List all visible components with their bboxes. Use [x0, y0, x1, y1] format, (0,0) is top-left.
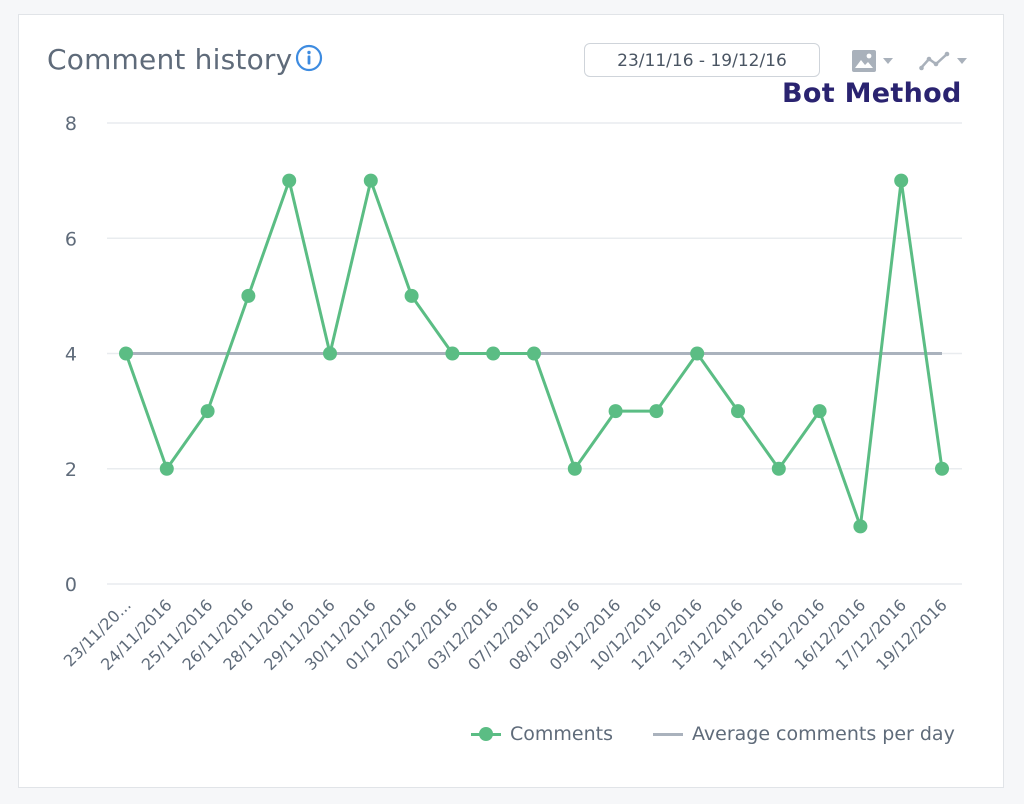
date-range-picker[interactable]: 23/11/16 - 19/12/16: [584, 43, 820, 77]
legend-label-comments: Comments: [510, 723, 613, 745]
info-icon[interactable]: [295, 44, 323, 72]
comments-point[interactable]: [527, 346, 541, 361]
comments-point[interactable]: [486, 346, 501, 361]
comments-swatch: [471, 724, 501, 744]
comments-point[interactable]: [567, 461, 582, 476]
legend-item-comments[interactable]: Comments: [471, 723, 613, 745]
comments-point[interactable]: [731, 404, 745, 419]
line-chart-icon: [919, 51, 950, 71]
y-tick-label: 8: [65, 113, 77, 135]
watermark-text: Bot Method: [782, 78, 962, 109]
legend-label-average: Average comments per day: [692, 723, 955, 745]
chevron-down-icon: [957, 58, 967, 64]
comments-point[interactable]: [935, 461, 949, 476]
comments-point[interactable]: [853, 519, 868, 534]
comments-point[interactable]: [649, 404, 664, 419]
chart-card: Comment history 23/11/16 - 19/12/16 Bot …: [18, 14, 1004, 788]
chevron-down-icon: [883, 58, 893, 64]
comments-point[interactable]: [812, 404, 827, 419]
comments-point[interactable]: [404, 288, 419, 303]
comments-point[interactable]: [159, 461, 174, 476]
comments-point[interactable]: [282, 173, 297, 188]
comments-point[interactable]: [771, 461, 786, 476]
chart-legend: Comments Average comments per day: [19, 723, 1005, 753]
comments-point[interactable]: [241, 288, 256, 303]
chart-title: Comment history: [47, 43, 293, 76]
y-tick-label: 4: [65, 344, 77, 366]
legend-item-average[interactable]: Average comments per day: [653, 723, 955, 745]
average-swatch: [653, 724, 683, 744]
comments-point[interactable]: [200, 404, 215, 419]
line-chart: 0246823/11/20...24/11/201625/11/201626/1…: [60, 113, 962, 674]
image-export-button[interactable]: [851, 47, 893, 75]
y-tick-label: 6: [65, 228, 77, 250]
comments-point[interactable]: [363, 173, 378, 188]
comments-point[interactable]: [323, 346, 337, 361]
comments-point[interactable]: [894, 173, 909, 188]
y-tick-label: 0: [65, 574, 77, 596]
chart-type-button[interactable]: [919, 47, 967, 75]
comments-point[interactable]: [608, 404, 623, 419]
comments-point[interactable]: [119, 346, 133, 361]
comments-point[interactable]: [445, 346, 460, 361]
image-icon: [852, 50, 876, 72]
y-tick-label: 2: [65, 459, 77, 481]
comments-point[interactable]: [690, 346, 705, 361]
